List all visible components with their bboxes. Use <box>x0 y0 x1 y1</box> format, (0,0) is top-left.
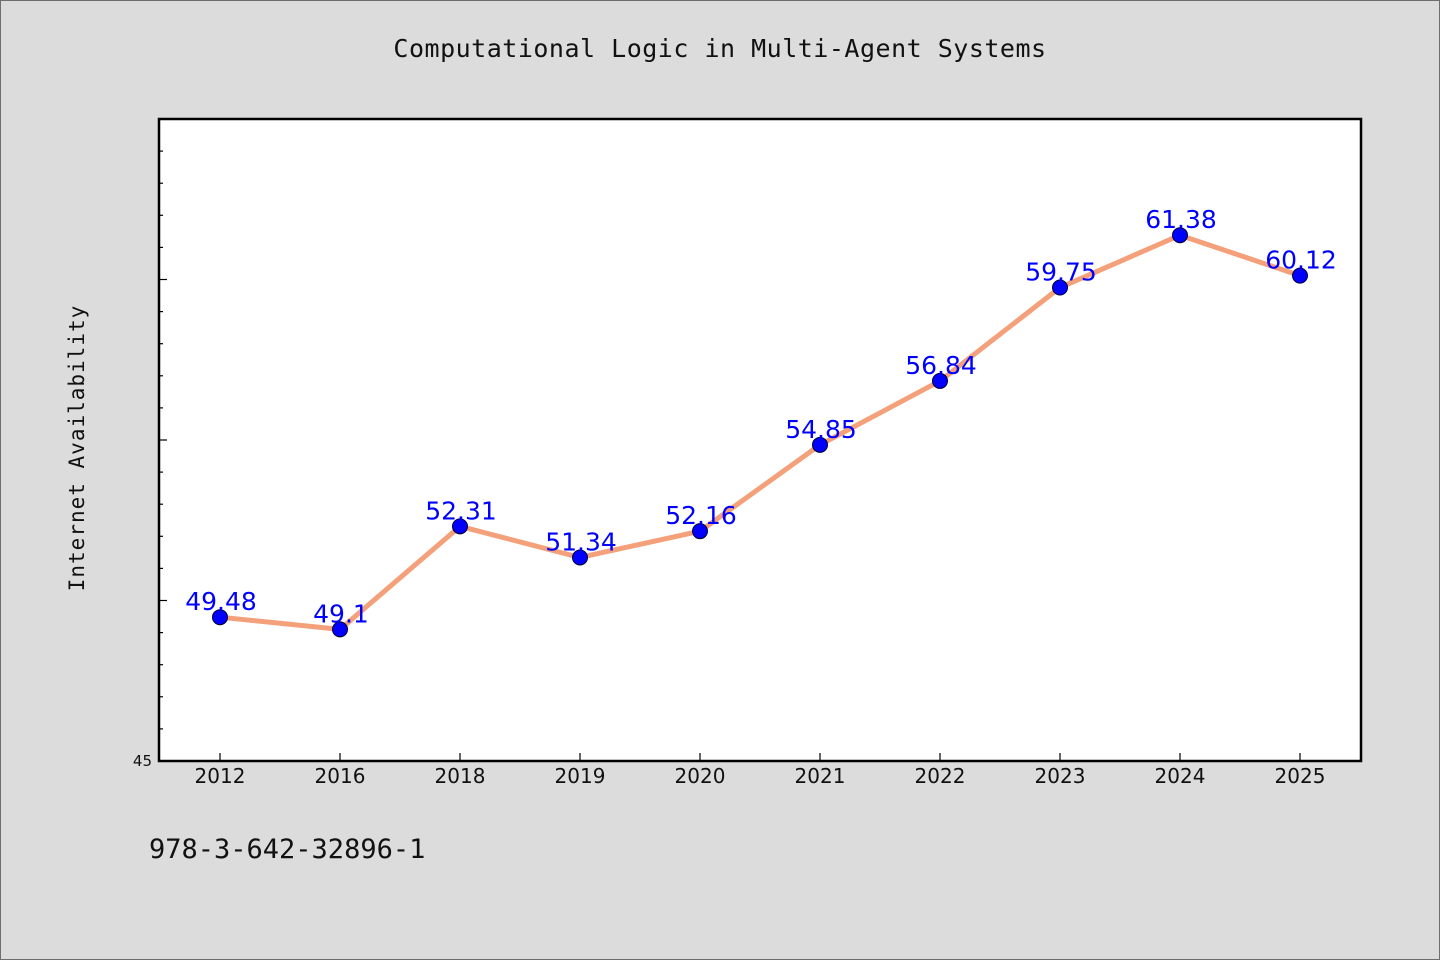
x-ticks: 2012 2016 2018 2019 2020 2021 2022 2023 2024 2025 <box>195 753 1326 788</box>
data-label: 49.1 <box>313 599 369 628</box>
data-label: 51.34 <box>545 527 617 556</box>
data-label: 52.31 <box>425 496 497 525</box>
x-tick-label: 2022 <box>915 764 966 788</box>
y-ticks: 45 <box>133 118 167 770</box>
data-markers <box>212 227 1308 638</box>
data-point <box>692 523 708 540</box>
x-tick-label: 2012 <box>195 764 246 788</box>
x-tick-label: 2021 <box>795 764 846 788</box>
data-point <box>1172 227 1188 244</box>
data-point <box>332 621 348 638</box>
plot-area <box>157 117 1363 763</box>
data-labels: 49.48 49.1 52.31 51.34 52.16 54.85 56.84 59.75 6… <box>185 205 1337 628</box>
x-tick-label: 2016 <box>315 764 366 788</box>
data-label: 52.16 <box>665 501 737 530</box>
data-point <box>1052 279 1068 296</box>
series-line <box>217 232 1303 632</box>
data-point <box>212 609 228 626</box>
data-label: 54.85 <box>785 415 857 444</box>
y-tick-label: 45 <box>133 752 152 770</box>
data-label: 60.12 <box>1265 246 1337 275</box>
chart-title: Computational Logic in Multi-Agent Syste… <box>393 34 1047 63</box>
x-tick-label: 2023 <box>1035 764 1086 788</box>
x-tick-label: 2018 <box>435 764 486 788</box>
data-label: 59.75 <box>1025 258 1097 287</box>
data-point <box>932 372 948 389</box>
data-point <box>452 518 468 535</box>
data-label: 49.48 <box>185 587 257 616</box>
isbn-code: 978-3-642-32896-1 <box>149 834 426 865</box>
x-tick-label: 2020 <box>675 764 726 788</box>
data-label: 61.38 <box>1145 205 1217 234</box>
x-tick-label: 2024 <box>1155 764 1206 788</box>
data-point <box>1292 267 1308 284</box>
x-tick-label: 2019 <box>555 764 606 788</box>
data-point <box>812 436 828 453</box>
data-point <box>572 549 588 566</box>
x-tick-label: 2025 <box>1275 764 1326 788</box>
data-label: 56.84 <box>905 351 977 380</box>
